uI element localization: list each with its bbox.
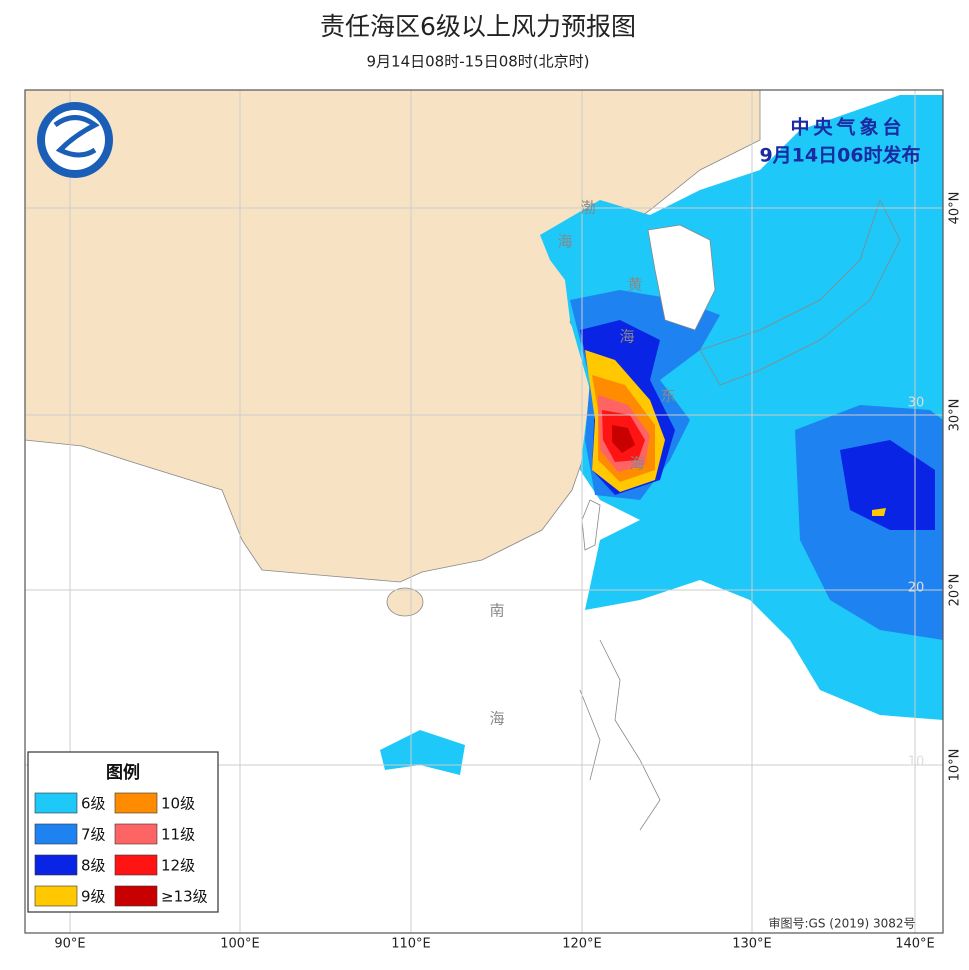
map-frame — [24, 89, 944, 934]
longitude-label: 120°E — [562, 937, 602, 952]
sea-label: 渤 — [580, 199, 595, 217]
legend-label: 12级 — [161, 857, 195, 875]
longitude-label: 130°E — [732, 937, 772, 952]
legend-swatch — [34, 854, 78, 876]
wind-area — [872, 508, 886, 516]
legend-swatch — [114, 823, 158, 845]
map — [25, 90, 943, 933]
hainan — [386, 587, 424, 617]
legend-label: 11级 — [161, 826, 195, 844]
legend-label: ≥13级 — [161, 888, 208, 906]
legend: 图例 6级 7级 8级 9级 10级 11级 12级 ≥13级 — [27, 751, 219, 913]
logo-mark — [53, 115, 100, 158]
grid-number: 20 — [908, 581, 925, 596]
legend-label: 9级 — [81, 888, 106, 906]
longitude-label: 90°E — [54, 937, 85, 952]
wind-area — [380, 730, 465, 775]
sea-label: 东 — [660, 387, 675, 405]
longitude-label: 110°E — [391, 937, 431, 952]
japan — [699, 198, 901, 386]
legend-label: 10级 — [161, 795, 195, 813]
sea-label: 海 — [557, 233, 572, 251]
taiwan — [581, 499, 601, 551]
korea — [647, 224, 716, 331]
wind-area — [612, 425, 635, 453]
title: 责任海区6级以上风力预报图 — [320, 12, 636, 41]
legend-label: 7级 — [81, 826, 106, 844]
wind-area — [840, 440, 935, 530]
issue-time: 9月14日06时发布 — [759, 144, 920, 167]
legend-swatch — [34, 885, 78, 907]
approval: 审图号:GS (2019) 3082号 — [768, 916, 915, 931]
legend-label: 8级 — [81, 857, 106, 875]
legend-title: 图例 — [106, 762, 140, 783]
philippines — [579, 639, 661, 831]
latitude-label: 10°N — [948, 749, 963, 782]
grid-number: 10 — [908, 755, 925, 770]
sea-label: 海 — [489, 710, 504, 728]
legend-swatch — [114, 885, 158, 907]
latitude-label: 30°N — [948, 399, 963, 432]
sea-label: 南 — [489, 602, 504, 620]
grid-number: 30 — [908, 396, 925, 411]
sea-label: 海 — [619, 328, 634, 346]
latitude-label: 20°N — [948, 574, 963, 607]
latitude-label: 40°N — [948, 192, 963, 225]
longitude-label: 140°E — [895, 937, 935, 952]
legend-swatch — [114, 792, 158, 814]
sea-label: 黄 — [627, 276, 642, 294]
legend-swatch — [34, 823, 78, 845]
subtitle: 9月14日08时-15日08时(北京时) — [366, 53, 589, 71]
legend-swatch — [114, 854, 158, 876]
longitude-label: 100°E — [220, 937, 260, 952]
sea-label: 海 — [629, 455, 644, 473]
legend-swatch — [34, 792, 78, 814]
legend-label: 6级 — [81, 795, 106, 813]
agency: 中央气象台 — [790, 116, 905, 139]
